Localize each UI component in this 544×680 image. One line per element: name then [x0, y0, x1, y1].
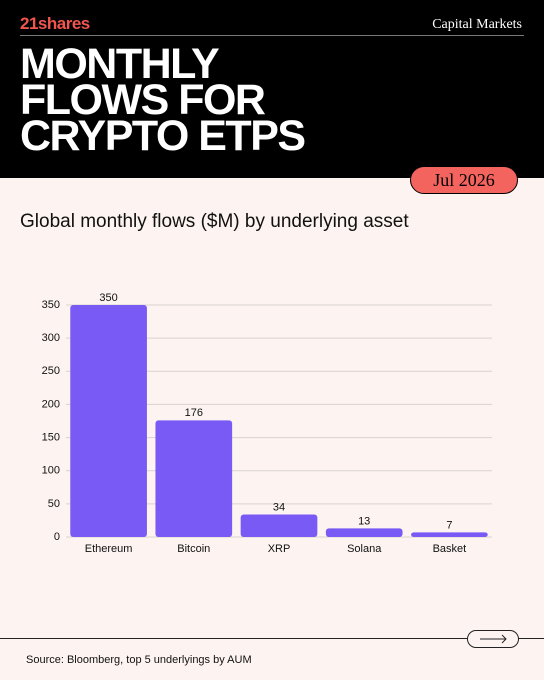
value-label: 176	[185, 407, 203, 419]
headline: MONTHLY FLOWS FOR CRYPTO ETPS	[20, 40, 306, 160]
bar	[411, 532, 488, 537]
x-tick-label: Basket	[433, 543, 467, 555]
arrow-icon	[480, 634, 507, 644]
y-tick-label: 150	[42, 431, 60, 443]
y-tick-label: 100	[42, 465, 60, 477]
date-badge: Jul 2026	[410, 166, 518, 194]
divider	[20, 35, 524, 36]
y-tick-label: 50	[48, 498, 60, 510]
bar	[155, 420, 233, 537]
section-label: Capital Markets	[432, 17, 522, 32]
bar	[325, 528, 403, 537]
x-tick-label: Ethereum	[85, 543, 133, 555]
x-tick-label: Solana	[347, 543, 382, 555]
x-tick-label: XRP	[268, 543, 291, 555]
x-tick-label: Bitcoin	[177, 543, 210, 555]
bar	[240, 514, 318, 537]
y-tick-label: 300	[42, 332, 60, 344]
value-label: 13	[358, 515, 370, 527]
header: 21shares Capital Markets MONTHLY FLOWS F…	[0, 0, 544, 178]
y-tick-label: 200	[42, 398, 60, 410]
next-button[interactable]	[467, 630, 519, 648]
y-tick-label: 0	[54, 531, 60, 543]
source-note: Source: Bloomberg, top 5 underlyings by …	[26, 654, 252, 666]
bar	[70, 305, 147, 537]
y-tick-label: 250	[42, 365, 60, 377]
value-label: 34	[273, 501, 285, 513]
value-label: 7	[446, 519, 452, 531]
headline-line: MONTHLY	[20, 40, 220, 88]
logo: 21shares	[20, 14, 90, 33]
value-label: 350	[99, 292, 117, 304]
divider	[0, 638, 544, 639]
headline-line: CRYPTO ETPS	[20, 112, 306, 160]
y-tick-label: 350	[42, 299, 60, 311]
headline-line: FLOWS FOR	[20, 76, 266, 124]
chart-title: Global monthly flows ($M) by underlying …	[20, 211, 409, 232]
